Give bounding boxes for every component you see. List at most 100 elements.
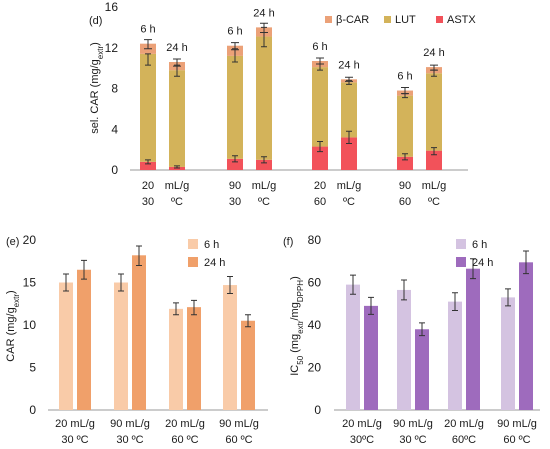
panel-f-category-2-line1: 20 mL/g [444,418,484,430]
panel-f-label: (f) [283,236,293,248]
panel-f-y-tick-label: 20 [308,361,322,375]
panel-f-legend-label-1: 24 h [472,257,493,269]
panel-f-y-tick-label: 40 [308,318,322,332]
panel-e-bar-1-series-1 [132,255,146,410]
panel-d-bar-4-lut-segment [312,67,328,147]
panel-f-ylabel-part: /mg [289,302,301,320]
panel-d-bar-3-astx-segment [256,159,272,170]
panel-d-bar-4-astx-segment [312,146,328,170]
panel-e-bar-3-series-1-error-bar [245,314,251,328]
panel-d-bar-0-total-error-bar [144,39,152,50]
panel-d-bar-0-astx-error-bar [145,159,151,165]
panel-d-legend-label-0: β-CAR [336,14,369,26]
panel-e-bar-3-series-0 [223,285,237,410]
panel-e-legend-swatch-0 [188,239,198,249]
panel-e-category-3-line1: 90 mL/g [219,418,259,430]
panel-d-bar-0-hour-label: 6 h [140,24,155,36]
panel-f-category-0-line2: 30ºC [350,434,374,446]
panel-d-bar-5-hour-label: 24 h [338,59,359,71]
panel-d-bar-2-astx-segment [227,158,243,170]
panel-d-bar-5-astx-error-bar [346,130,352,145]
panel-e-ylabel-part: ) [5,290,17,294]
panel-f-ylabel-part: IC [289,365,301,376]
panel-d-bar-2-lut-segment [227,55,243,159]
panel-e-ylabel-text: CAR (mg/gextr) [5,290,21,361]
panel-d-y-tick-label: 16 [105,0,119,14]
panel-d-bar-2-lut-error-bar [232,48,238,63]
panel-f-bar-2-series-1-error-bar [470,258,476,280]
panel-e-bar-1-series-0-error-bar [118,273,124,292]
panel-f-bar-0-series-1-error-bar [368,296,374,315]
panel-d-bar-3-astx-error-bar [261,156,267,164]
panel-d-bar-6-category-line2: 60 [399,196,411,208]
panel-e-category-2-line1: 20 mL/g [165,418,205,430]
panel-e-bar-0-series-1-error-bar [81,259,87,280]
panel-f-ylabel-text: IC50 (mgextr/mgDPPH) [289,276,305,376]
panel-d-bar-7-astx-error-bar [431,147,437,156]
panel-d-bars: 6 h 20 30 24 h mL/g ºC 6 h 90 30 24 h mL/g ºC 6 h 20 6… [140,7,446,208]
panel-d-y-ticks: 0 4 8 12 16 [105,0,119,177]
panel-f-bar-3-series-0 [501,297,515,410]
panel-e-bar-1-series-1-error-bar [136,245,142,266]
panel-f-category-3-line2: 60 ºC [503,434,530,446]
panel-d-bar-3-hour-label: 24 h [253,7,274,19]
panel-d-bar-4-category-line1: 20 [314,180,326,192]
panel-f-bar-1-series-0-error-bar [401,279,407,301]
panel-e-ylabel-subscript: extr [12,294,21,308]
panel-f-ylabel-subscript: 50 [296,355,305,364]
panel-d-bar-7-hour-label: 24 h [423,47,444,59]
panel-d-bar-1-lut-error-bar [174,64,180,77]
panel-e-legend-swatch-1 [188,257,198,267]
panel-d-bar-5-lut-segment [341,82,357,138]
panel-d-bar-0-astx-segment [140,161,156,170]
panel-d-bar-6-hour-label: 6 h [397,71,412,83]
panel-f-bar-3-series-0-error-bar [505,288,511,307]
panel-e-y-tick-label: 20 [23,233,37,247]
panel-e-y-tick-label: 0 [29,403,36,417]
panel-d-label: (d) [89,15,102,27]
panel-d-bar-6-astx-error-bar [402,153,408,161]
panel-d-legend-swatch-2 [436,16,443,23]
panel-d-bar-0-category-line1: 20 [142,180,154,192]
panel-e-label: (e) [6,236,19,248]
panel-e-bar-0-series-1 [77,269,91,410]
panel-d-legend: β-CAR LUT ASTX [325,14,476,26]
panel-e-category-3-line2: 60 ºC [225,434,252,446]
panel-e-legend-label-0: 6 h [204,239,219,251]
panel-f-legend-swatch-1 [456,257,466,267]
panel-e-bar-0-series-0 [59,282,73,410]
panel-e-bar-2-series-1 [187,307,201,410]
panel-f-bar-1-series-0 [397,289,411,410]
panel-f-y-ticks: 0 20 40 60 80 [308,233,322,417]
panel-e-y-tick-label: 5 [29,361,36,375]
panel-e-bar-2-series-0 [169,308,183,410]
panel-d-bar-6-astx-segment [397,156,413,170]
panel-d-ylabel-part: ) [89,42,101,46]
panel-d-bar-6-category-line1: 90 [399,180,411,192]
panel-d-bar-1-category-line2: ºC [171,196,183,208]
panel-d-legend-label-2: ASTX [447,14,476,26]
panel-d-bar-4-hour-label: 6 h [312,41,327,53]
panel-d-bar-0-lut-segment [140,53,156,162]
panel-d-bar-5-category-line2: ºC [343,196,355,208]
panel-e-bar-2-series-0-error-bar [173,302,179,316]
panel-d-bar-7-category-line1: mL/g [422,180,446,192]
panel-f-category-0-line1: 20 mL/g [342,418,382,430]
panel-d-bar-4-astx-error-bar [317,140,323,153]
panel-e-y-tick-label: 15 [23,276,37,290]
panel-d-y-tick-label: 8 [111,82,118,96]
panel-d-bar-1-lut-segment [169,70,185,167]
panel-d-y-tick-label: 12 [105,41,119,55]
panel-d-bar-3-category-line2: ºC [258,196,270,208]
panel-e-category-1-line1: 90 mL/g [110,418,150,430]
panel-f-ylabel-subscript: DPPH [296,280,305,302]
panel-d-ylabel-part: sel. CAR (mg/g [89,59,101,134]
panel-f-y-tick-label: 0 [314,403,321,417]
panel-d-bar-2-astx-error-bar [232,155,238,163]
panel-d-bar-4-category-line2: 60 [314,196,326,208]
panel-f-bar-2-series-1 [466,268,480,410]
panel-d-bar-3-lut-segment [256,36,272,160]
panel-f-ylabel-text-group: IC50 (mgextr/mgDPPH) [289,276,305,376]
panel-d-bar-5-category-line1: mL/g [337,180,361,192]
panel-f-bar-3-series-1 [519,262,533,410]
